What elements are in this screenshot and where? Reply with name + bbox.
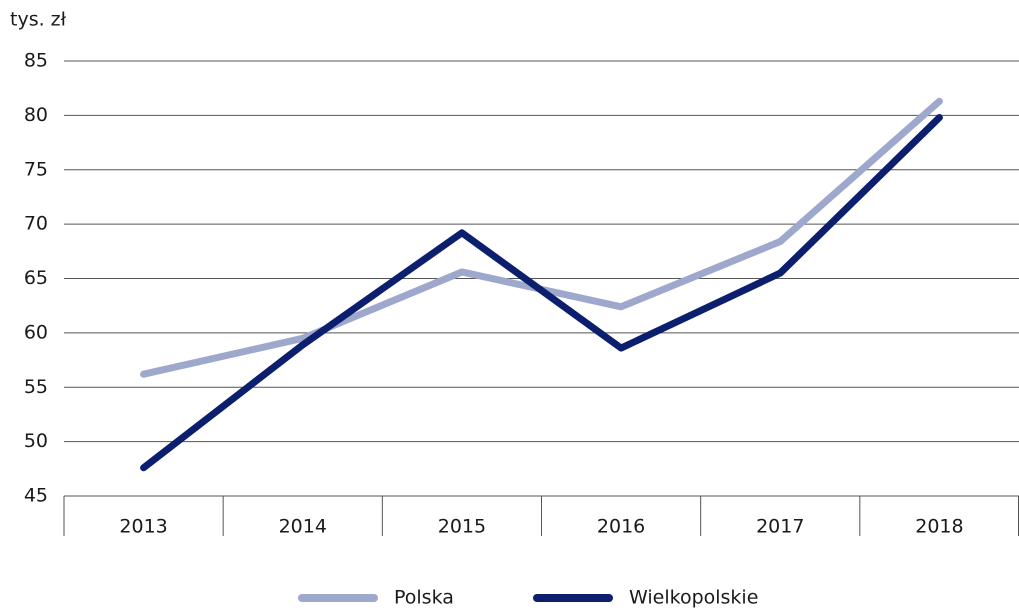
x-tick-label: 2015 [438, 516, 486, 538]
y-tick-label: 80 [24, 104, 48, 126]
x-tick-label: 2017 [756, 516, 804, 538]
x-tick-label: 2016 [597, 516, 645, 538]
y-tick-label: 55 [24, 376, 48, 398]
y-tick-label: 45 [24, 485, 48, 507]
y-tick-label: 75 [24, 158, 48, 180]
x-tick-label: 2014 [279, 516, 327, 538]
legend-label: Wielkopolskie [629, 587, 758, 609]
y-tick-label: 70 [24, 213, 48, 235]
legend-label: Polska [394, 587, 454, 609]
y-tick-label: 65 [24, 267, 48, 289]
x-tick-label: 2018 [915, 516, 963, 538]
x-tick-label: 2013 [119, 516, 167, 538]
series-line [140, 114, 943, 472]
y-tick-label: 85 [24, 50, 48, 72]
y-axis-label: tys. zł [10, 9, 67, 31]
y-tick-label: 50 [24, 430, 48, 452]
y-tick-label: 60 [24, 321, 48, 343]
